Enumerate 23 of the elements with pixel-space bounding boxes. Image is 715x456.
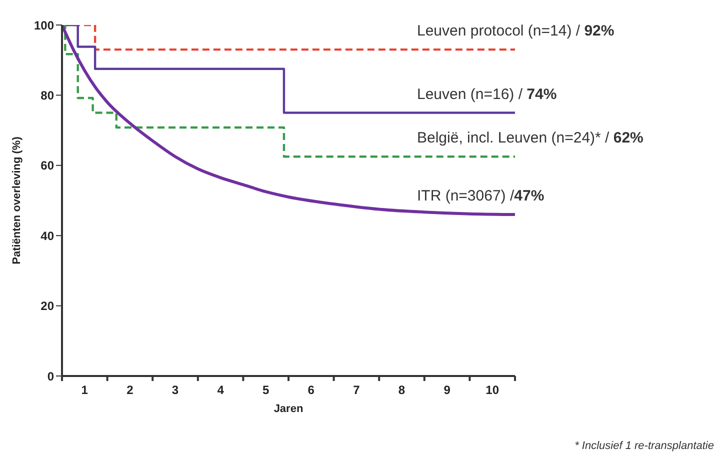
x-tick-label: 2: [126, 383, 134, 397]
x-tick-label: 4: [217, 383, 224, 397]
y-axis-title: Patiënten overleving (%): [10, 136, 23, 264]
y-tick-label: 0: [47, 369, 54, 384]
y-tick-label: 20: [40, 299, 54, 314]
x-axis-title: Jaren: [274, 403, 304, 415]
x-tick-label: 6: [308, 383, 315, 397]
y-tick-label: 100: [34, 18, 54, 32]
y-tick-label: 80: [40, 88, 54, 102]
y-tick-label: 40: [40, 228, 54, 243]
series-label: ITR (n=3067) /47%: [417, 188, 544, 205]
text: * Inclusief 1 re-transplantatie: [574, 440, 714, 452]
x-tick-label: 8: [398, 383, 406, 397]
x-tick-label: 3: [172, 383, 179, 397]
x-tick-label: 7: [353, 383, 360, 397]
series-label: België, incl. Leuven (n=24)* / 62%: [417, 130, 644, 147]
series-label: Leuven protocol (n=14) / 92%: [417, 22, 614, 40]
x-tick-label: 9: [444, 383, 451, 397]
x-tick-label: 1: [81, 383, 88, 397]
x-tick-label: 5: [262, 383, 270, 397]
series-label: Leuven (n=16) / 74%: [417, 86, 557, 103]
y-tick-label: 60: [40, 158, 54, 173]
x-tick-label: 10: [486, 383, 500, 397]
